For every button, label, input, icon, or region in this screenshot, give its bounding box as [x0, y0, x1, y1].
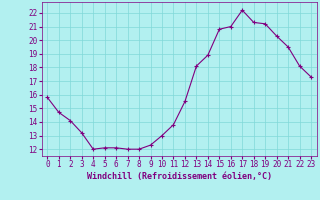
X-axis label: Windchill (Refroidissement éolien,°C): Windchill (Refroidissement éolien,°C) — [87, 172, 272, 181]
